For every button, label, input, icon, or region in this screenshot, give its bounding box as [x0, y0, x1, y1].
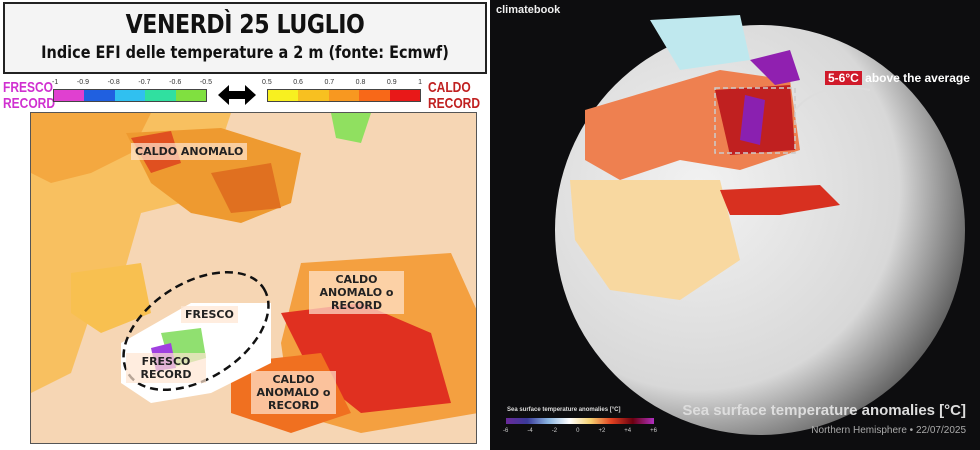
- hot-colorbar: [267, 89, 421, 102]
- globe: [555, 15, 965, 435]
- page-subtitle: Indice EFI delle temperature a 2 m (font…: [41, 43, 449, 63]
- label-caldo-east: CALDO ANOMALO o RECORD: [309, 271, 404, 314]
- sst-globe-panel: climatebook 5-6°C above the average Sea …: [490, 0, 980, 450]
- colorbar-swatch: [298, 90, 329, 101]
- double-arrow-icon: [218, 85, 256, 105]
- sst-colorbar: [506, 418, 654, 424]
- page-title: VENERDÌ 25 LUGLIO: [125, 10, 365, 40]
- colorbar-swatch: [114, 90, 146, 101]
- hot-ticks: 0.5 0.6 0.7 0.8 0.9 1: [262, 79, 422, 86]
- title-box: VENERDÌ 25 LUGLIO Indice EFI delle tempe…: [3, 2, 487, 74]
- colorbar-label: Sea surface temperature anomalies [°C]: [507, 407, 621, 413]
- highlight-box: [714, 87, 796, 154]
- fresco-region-outline: [122, 270, 270, 392]
- label-caldo-south: CALDO ANOMALO o RECORD: [251, 371, 336, 414]
- label-fresco: FRESCO: [181, 306, 238, 323]
- colorbar-swatch: [328, 90, 360, 101]
- efi-map: CALDO ANOMALO FRESCO FRESCO RECORD CALDO…: [30, 112, 477, 444]
- efi-map-panel: VENERDÌ 25 LUGLIO Indice EFI delle tempe…: [3, 2, 487, 444]
- sst-subtitle: Northern Hemisphere • 22/07/2025: [811, 425, 966, 436]
- cold-colorbar: [53, 89, 207, 102]
- brand-logo: climatebook: [496, 4, 561, 16]
- hot-record-label: CALDO RECORD: [428, 79, 481, 112]
- colorbar-swatch: [145, 90, 176, 101]
- colorbar-swatch: [84, 90, 115, 101]
- label-caldo-anomalo: CALDO ANOMALO: [131, 143, 248, 160]
- callout-arrow: [794, 86, 871, 111]
- colorbar-swatch: [54, 90, 85, 101]
- colorbar-swatch: [389, 90, 421, 101]
- sst-title: Sea surface temperature anomalies [°C]: [682, 402, 966, 419]
- colorbar-swatch: [268, 90, 299, 101]
- colorbar-swatch: [359, 90, 390, 101]
- colorbar-swatch: [175, 90, 207, 101]
- colorbar-ticks: -6 -4 -2 0 +2 +4 +6: [503, 428, 657, 434]
- anomaly-callout: 5-6°C above the average: [825, 71, 970, 86]
- cold-ticks: -1 -0.9 -0.8 -0.7 -0.6 -0.5: [52, 79, 212, 86]
- label-fresco-record: FRESCO RECORD: [126, 353, 206, 383]
- cold-record-label: FRESCO RECORD: [3, 79, 56, 112]
